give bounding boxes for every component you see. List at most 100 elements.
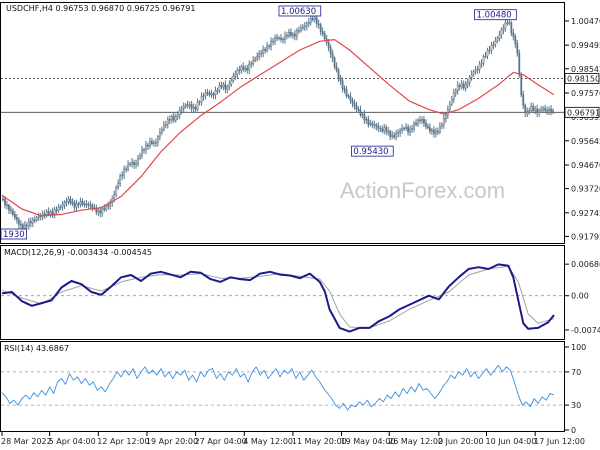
candle-body (151, 141, 153, 144)
candle-body (284, 35, 286, 40)
candle-body (550, 108, 552, 112)
price-y-tick-label: 0.91795 (571, 232, 600, 241)
candle-body (387, 130, 390, 133)
macd-y-tick-label: -0.007454 (571, 326, 600, 335)
candle-body (442, 118, 445, 126)
candle-body (532, 106, 535, 111)
candle-body (45, 211, 48, 216)
candle-body (250, 63, 253, 65)
candle-body (254, 58, 257, 61)
candle-body (431, 129, 433, 132)
macd-main-line (1, 263, 555, 333)
candle-body (25, 224, 28, 227)
candle-body (407, 126, 409, 133)
candle-body (395, 133, 398, 138)
candle-body (520, 74, 523, 96)
rsi-y-tick-label: 100 (571, 343, 586, 352)
candle-body (427, 125, 429, 128)
candle-body (123, 168, 126, 176)
candle-body (401, 128, 404, 131)
candle-body (397, 132, 400, 134)
candle-body (67, 198, 70, 202)
candle-body (115, 187, 118, 196)
candle-body (59, 206, 62, 209)
candle-body (524, 105, 527, 114)
candle-body (256, 56, 259, 60)
candle-body (154, 142, 157, 144)
candle-body (145, 144, 147, 151)
candle-body (538, 109, 541, 114)
candle-body (188, 104, 191, 107)
candle-body (10, 209, 12, 212)
candle-body (297, 30, 300, 32)
candle-body (474, 69, 477, 73)
candle-body (230, 80, 233, 85)
candle-body (349, 96, 352, 101)
candle-body (498, 34, 501, 39)
candle-body (492, 44, 495, 46)
candle-body (21, 224, 24, 229)
candle-body (470, 74, 473, 78)
candle-body (236, 69, 239, 75)
candle-body (192, 106, 195, 109)
candle-body (454, 90, 457, 94)
candle-body (200, 96, 203, 103)
candle-body (466, 82, 469, 85)
macd-plot: 0.006861 0.00 -0.007454 (1, 260, 600, 335)
candle-body (514, 36, 517, 44)
candle-body (19, 224, 22, 226)
macd-panel-frame (0, 245, 565, 340)
candle-body (65, 201, 68, 203)
candle-body (117, 183, 120, 188)
price-tag-0: 0.98150 (567, 75, 600, 84)
candle-body (6, 204, 8, 206)
candle-body (478, 63, 481, 70)
candle-body (87, 203, 90, 206)
candle-body (399, 130, 402, 133)
candle-body (450, 99, 453, 105)
candle-body (119, 175, 122, 184)
candle-body (27, 221, 30, 227)
candle-body (210, 93, 213, 96)
candle-body (156, 136, 159, 143)
price-y-tick-label: 0.99495 (571, 41, 600, 50)
candle-body (162, 124, 165, 130)
candle-body (55, 209, 58, 211)
candle-body (276, 37, 278, 39)
candle-body (204, 92, 207, 97)
candle-body (89, 204, 92, 207)
candle-body (280, 37, 282, 40)
candle-body (29, 221, 32, 224)
candle-body (411, 128, 413, 130)
candle-body (143, 149, 145, 151)
candle-body (61, 204, 64, 208)
candle-body (460, 83, 463, 88)
candle-body (313, 17, 316, 21)
peak-label-box-1 (474, 9, 517, 21)
candle-body (403, 128, 406, 130)
x-tick-label: 12 Apr 12:00 (97, 437, 149, 446)
rsi-y-tick-label: 0 (571, 426, 576, 435)
price-panel-frame (0, 2, 565, 244)
candle-body (288, 31, 290, 37)
candle-body (468, 77, 471, 83)
candle-body (153, 142, 155, 144)
candle-body (180, 108, 183, 111)
candle-body (458, 84, 461, 88)
candle-body (35, 217, 38, 221)
peak-label-2: 0.95430 (353, 147, 388, 157)
candle-body (206, 92, 209, 94)
candle-body (377, 126, 380, 129)
candle-body (504, 22, 507, 29)
candle-body (286, 35, 288, 37)
candle-body (486, 49, 489, 57)
candle-body (488, 49, 491, 52)
candle-body (170, 115, 173, 121)
candle-body (321, 31, 324, 34)
candle-body (264, 49, 267, 52)
candle-body (262, 49, 265, 54)
watermark: ActionForex.com (340, 178, 505, 203)
